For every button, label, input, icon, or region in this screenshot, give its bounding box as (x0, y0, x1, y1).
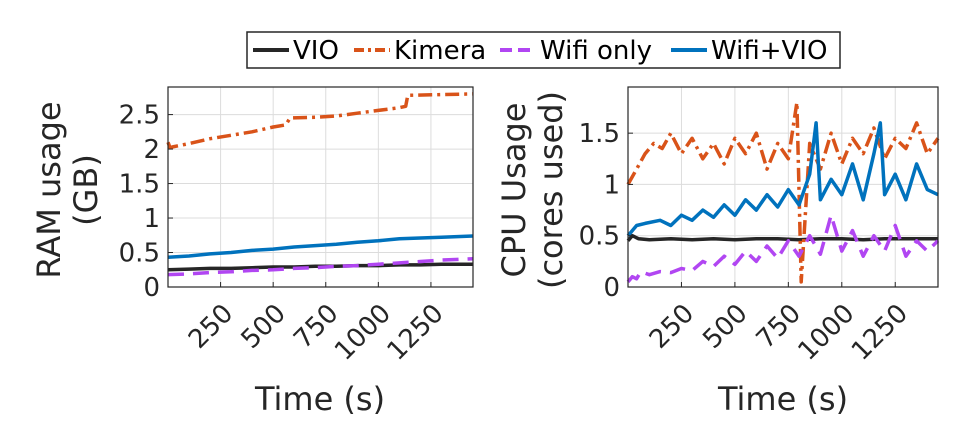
cpu-xtick-label: 250 (644, 299, 700, 355)
cpu-series-wifi-vio (626, 121, 939, 237)
cpu-series-wifi-only (626, 213, 940, 284)
cpu-ytick-label: 1.5 (579, 119, 620, 149)
cpu-xtick-label: 1250 (846, 299, 914, 367)
legend-box (246, 31, 841, 69)
cpu-xtick-label: 500 (697, 299, 753, 355)
ram-xtick-label: 250 (183, 299, 239, 355)
ram-axes-frame (167, 86, 474, 288)
cpu-xlabel: Time (s) (717, 380, 848, 418)
cpu-axes-frame (627, 86, 939, 288)
ram-ytick-label: 0.5 (119, 239, 160, 269)
ram-xlabel: Time (s) (254, 380, 385, 418)
legend: VIO Kimera Wifi only Wifi+VIO (246, 31, 841, 69)
legend-label-kimera: Kimera (394, 36, 486, 66)
legend-label-wifi-vio: Wifi+VIO (711, 36, 827, 66)
ram-xtick-label: 1000 (329, 299, 397, 367)
ram-ytick-label: 2 (143, 135, 160, 165)
ram-ytick-label: 1.5 (119, 170, 160, 200)
cpu-xtick-label: 1000 (793, 299, 861, 367)
ram-series-vio (167, 262, 473, 272)
cpu-ytick-label: 0.5 (579, 222, 620, 252)
ram-ytick-label: 2.5 (119, 101, 160, 131)
ram-ylabel-line2: (GB) (67, 154, 105, 226)
legend-label-wifi-only: Wifi only (540, 36, 652, 66)
ram-ylabel-line1: RAM usage (30, 101, 68, 278)
cpu-ytick-label: 1 (603, 170, 620, 200)
cpu-ylabel-line1: CPU Usage (495, 103, 533, 278)
cpu-ytick-label: 0 (603, 273, 620, 303)
ram-series-wifi-vio (167, 234, 474, 260)
cpu-ylabel-line2: (cores used) (532, 91, 570, 289)
ram-ytick-label: 1 (143, 204, 160, 234)
ram-y-ticks: 0 0.5 1 1.5 2 2.5 (119, 101, 173, 303)
ram-xtick-label: 500 (236, 299, 292, 355)
legend-label-vio: VIO (293, 36, 339, 66)
ram-series-kimera (166, 92, 474, 150)
ram-ytick-label: 0 (143, 273, 160, 303)
cpu-y-ticks: 0 0.5 1 1.5 (579, 119, 633, 303)
cpu-plot-area (628, 87, 938, 287)
ram-xtick-label: 1250 (382, 299, 450, 367)
ram-series-group (166, 92, 474, 277)
cpu-series-group (626, 100, 940, 284)
